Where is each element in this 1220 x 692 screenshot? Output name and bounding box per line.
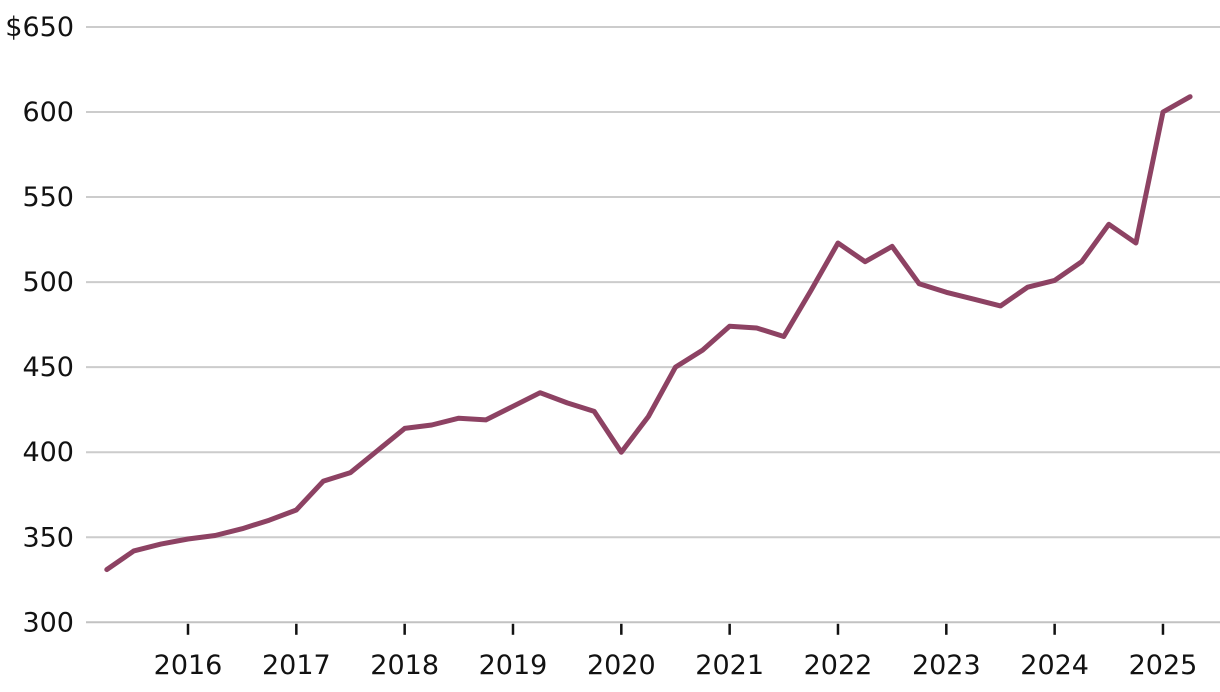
x-axis-label-2023: 2023 [912, 650, 981, 681]
y-axis-label-450: 450 [22, 352, 74, 383]
y-axis-label-500: 500 [22, 267, 74, 298]
x-axis-label-2019: 2019 [479, 650, 548, 681]
y-axis-label-350: 350 [22, 522, 74, 553]
y-axis-label-400: 400 [22, 437, 74, 468]
y-axis-label-600: 600 [22, 97, 74, 128]
y-axis-label-300: 300 [22, 607, 74, 638]
y-axis-label-550: 550 [22, 182, 74, 213]
price-series-line [104, 94, 1193, 573]
x-axis-label-2024: 2024 [1020, 650, 1089, 681]
x-axis-label-2017: 2017 [262, 650, 331, 681]
x-axis-label-2018: 2018 [370, 650, 439, 681]
x-axis-label-2025: 2025 [1129, 650, 1198, 681]
y-axis-label-650: $650 [5, 12, 74, 43]
x-axis-label-2020: 2020 [587, 650, 656, 681]
x-axis-label-2016: 2016 [154, 650, 223, 681]
x-axis-label-2021: 2021 [695, 650, 764, 681]
x-axis-label-2022: 2022 [804, 650, 873, 681]
